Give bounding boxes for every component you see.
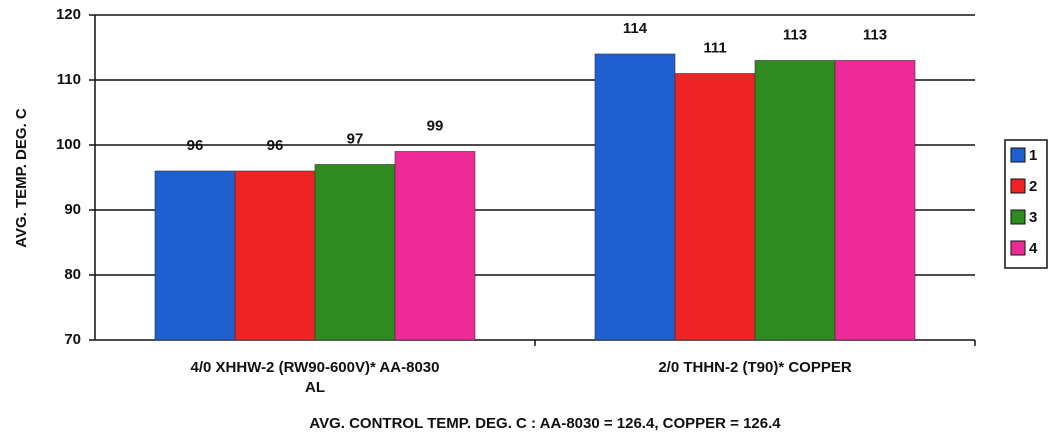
bar xyxy=(674,73,756,341)
x-tick-label: 4/0 XHHW-2 (RW90-600V)* AA-8030 AL xyxy=(190,359,440,396)
y-tick-label: 120 xyxy=(56,6,81,23)
data-label: 96 xyxy=(187,137,204,154)
legend-swatch xyxy=(1010,240,1026,256)
x-axis-label: AVG. CONTROL TEMP. DEG. C : AA-8030 = 12… xyxy=(309,415,781,432)
data-label: 99 xyxy=(427,117,444,134)
y-tick-label: 70 xyxy=(64,331,81,348)
legend-label: 2 xyxy=(1029,178,1037,195)
bar xyxy=(314,164,396,341)
legend-box xyxy=(1004,139,1048,269)
bar xyxy=(594,53,676,341)
legend-swatch xyxy=(1010,209,1026,225)
y-tick-label: 110 xyxy=(57,71,81,88)
legend-label: 3 xyxy=(1029,209,1037,226)
y-tick-label: 90 xyxy=(64,201,81,218)
data-label: 96 xyxy=(267,137,284,154)
bar xyxy=(394,151,476,341)
legend-swatch xyxy=(1010,147,1026,163)
data-label: 97 xyxy=(347,130,364,147)
legend-label: 4 xyxy=(1029,240,1038,257)
bar xyxy=(834,60,916,341)
data-label: 113 xyxy=(783,26,807,43)
y-axis-label: AVG. TEMP. DEG. C xyxy=(13,108,30,248)
y-tick-label: 80 xyxy=(64,266,81,283)
data-label: 111 xyxy=(703,39,726,56)
x-tick-label: 2/0 THHN-2 (T90)* COPPER xyxy=(658,359,852,376)
y-tick-label: 100 xyxy=(56,136,81,153)
bar xyxy=(754,60,836,341)
legend-label: 1 xyxy=(1029,147,1037,164)
legend-swatch xyxy=(1010,178,1026,194)
data-label: 113 xyxy=(863,26,887,43)
bar xyxy=(234,170,316,341)
bar xyxy=(154,170,236,341)
data-label: 114 xyxy=(623,20,648,37)
